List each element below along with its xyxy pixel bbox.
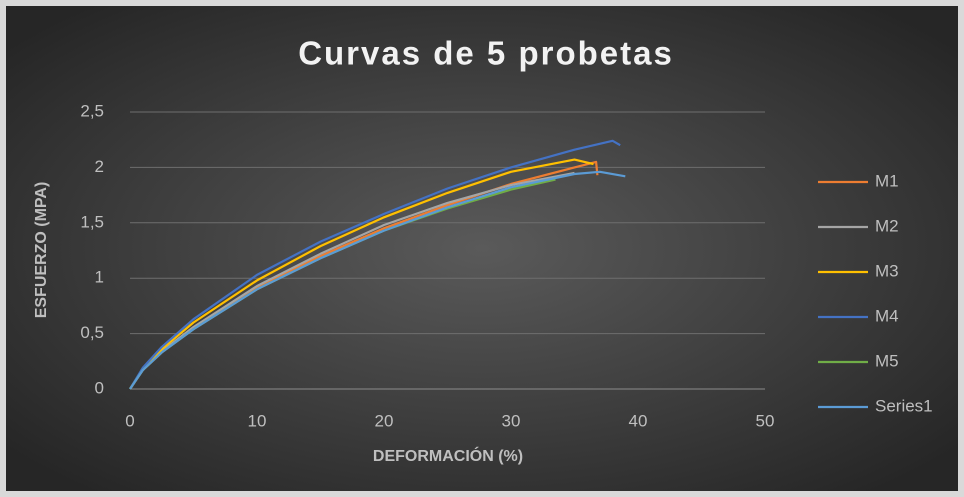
x-tick-label: 50: [756, 411, 775, 430]
legend-label: Series1: [875, 396, 933, 415]
y-tick-label: 0: [95, 378, 104, 397]
series-line: [129, 139, 621, 390]
x-tick-label: 20: [375, 411, 394, 430]
y-tick-label: 0,5: [80, 323, 104, 342]
y-tick-label: 2,5: [80, 101, 104, 120]
chart-title: Curvas de 5 probetas: [298, 35, 674, 72]
legend-label: M4: [875, 306, 899, 325]
x-axis-title: DEFORMACIÓN (%): [373, 446, 523, 465]
x-tick-label: 40: [629, 411, 648, 430]
y-tick-label: 2: [95, 157, 104, 176]
y-tick-label: 1,5: [80, 212, 104, 231]
chart-background: [6, 6, 958, 491]
legend-label: M3: [875, 261, 899, 280]
y-tick-label: 1: [95, 268, 104, 287]
x-tick-label: 0: [125, 411, 134, 430]
series-line: [129, 158, 594, 390]
series-line: [129, 170, 626, 390]
legend-label: M1: [875, 171, 899, 190]
legend-label: M2: [875, 216, 899, 235]
y-axis-title: ESFUERZO (MPA): [33, 182, 50, 319]
x-tick-label: 30: [502, 411, 521, 430]
legend-label: M5: [875, 351, 899, 370]
x-tick-label: 10: [248, 411, 267, 430]
